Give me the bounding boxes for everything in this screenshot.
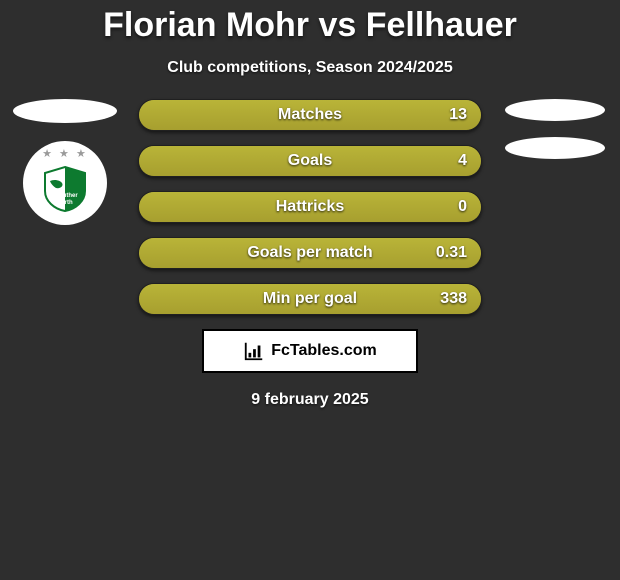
svg-text:Fürth: Fürth <box>57 200 73 206</box>
right-club-badge-placeholder <box>505 137 605 159</box>
stat-bars: Matches 13 Goals 4 Hattricks 0 Goals per… <box>138 99 482 315</box>
stat-bar-goals: Goals 4 <box>138 145 482 177</box>
date-label: 9 february 2025 <box>0 391 620 409</box>
bar-label: Hattricks <box>276 198 344 216</box>
left-player-avatar-placeholder <box>13 99 117 123</box>
page-subtitle: Club competitions, Season 2024/2025 <box>0 59 620 77</box>
club-shield-icon: Greuther Fürth <box>40 163 90 213</box>
bar-label: Min per goal <box>263 290 357 308</box>
page-title: Florian Mohr vs Fellhauer <box>0 0 620 45</box>
right-player-column <box>498 99 612 175</box>
chart-icon <box>243 340 265 362</box>
brand-text: FcTables.com <box>271 342 377 360</box>
stat-bar-goals-per-match: Goals per match 0.31 <box>138 237 482 269</box>
bar-label: Matches <box>278 106 342 124</box>
brand-box: FcTables.com <box>202 329 418 373</box>
bar-value: 338 <box>440 290 467 308</box>
stat-bar-min-per-goal: Min per goal 338 <box>138 283 482 315</box>
right-player-avatar-placeholder <box>505 99 605 121</box>
svg-text:Greuther: Greuther <box>52 193 78 199</box>
left-player-column: ★ ★ ★ Greuther Fürth <box>8 99 122 225</box>
bar-value: 0.31 <box>436 244 467 262</box>
club-stars-icon: ★ ★ ★ <box>42 147 88 160</box>
bar-value: 0 <box>458 198 467 216</box>
bar-value: 13 <box>449 106 467 124</box>
left-club-badge: ★ ★ ★ Greuther Fürth <box>23 141 107 225</box>
stat-bar-matches: Matches 13 <box>138 99 482 131</box>
stat-bar-hattricks: Hattricks 0 <box>138 191 482 223</box>
bar-label: Goals per match <box>247 244 372 262</box>
bar-label: Goals <box>288 152 332 170</box>
bar-value: 4 <box>458 152 467 170</box>
comparison-content: ★ ★ ★ Greuther Fürth Matches 13 Goals 4 <box>0 99 620 409</box>
